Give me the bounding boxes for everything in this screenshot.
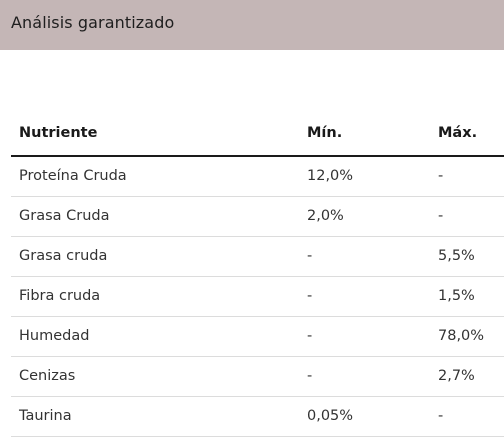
max-cell: -	[438, 208, 444, 224]
nutrient-cell: Taurina	[19, 408, 72, 424]
table-row: Fibra cruda - 1,5%	[11, 277, 504, 317]
min-cell: -	[307, 368, 313, 384]
min-cell: 0,05%	[307, 408, 354, 424]
guaranteed-analysis-table: Nutriente Mín. Máx. Proteína Cruda 12,0%…	[11, 115, 504, 437]
column-header-max: Máx.	[438, 125, 478, 141]
nutrient-cell: Proteína Cruda	[19, 168, 127, 184]
max-cell: 78,0%	[438, 328, 485, 344]
table-row: Proteína Cruda 12,0% -	[11, 157, 504, 197]
max-cell: 5,5%	[438, 248, 475, 264]
table-row: Taurina 0,05% -	[11, 397, 504, 437]
max-cell: -	[438, 168, 444, 184]
table-row: Grasa cruda - 5,5%	[11, 237, 504, 277]
table-header-row: Nutriente Mín. Máx.	[11, 115, 504, 157]
min-cell: 2,0%	[307, 208, 344, 224]
section-header: Análisis garantizado	[0, 0, 504, 50]
min-cell: -	[307, 328, 313, 344]
table-row: Humedad - 78,0%	[11, 317, 504, 357]
section-title: Análisis garantizado	[11, 13, 175, 32]
nutrient-cell: Grasa Cruda	[19, 208, 110, 224]
min-cell: -	[307, 288, 313, 304]
max-cell: 2,7%	[438, 368, 475, 384]
nutrient-cell: Cenizas	[19, 368, 76, 384]
max-cell: -	[438, 408, 444, 424]
nutrient-cell: Humedad	[19, 328, 90, 344]
table-row: Cenizas - 2,7%	[11, 357, 504, 397]
nutrient-cell: Grasa cruda	[19, 248, 108, 264]
min-cell: 12,0%	[307, 168, 354, 184]
column-header-min: Mín.	[307, 125, 343, 141]
table-row: Grasa Cruda 2,0% -	[11, 197, 504, 237]
column-header-nutrient: Nutriente	[19, 125, 98, 141]
max-cell: 1,5%	[438, 288, 475, 304]
nutrient-cell: Fibra cruda	[19, 288, 101, 304]
min-cell: -	[307, 248, 313, 264]
